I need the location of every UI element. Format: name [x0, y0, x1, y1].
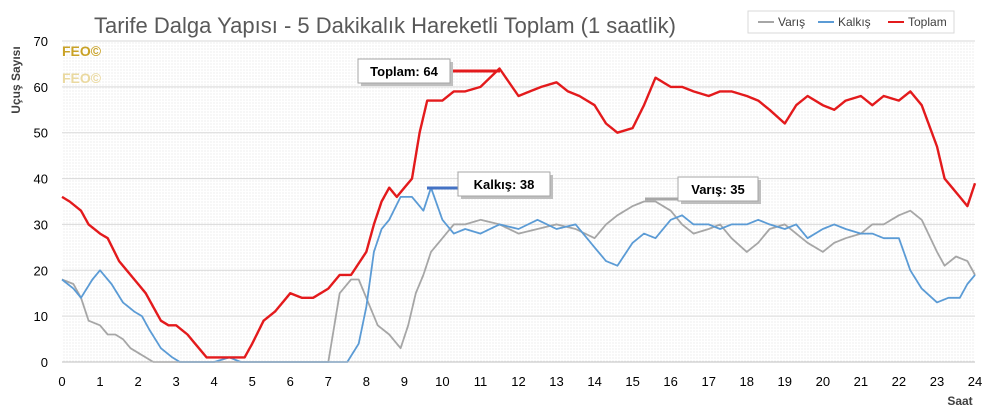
legend-label-1: Kalkış — [838, 15, 871, 29]
callout-label-2: Varış: 35 — [691, 182, 745, 197]
x-tick-label: 7 — [325, 374, 332, 389]
x-tick-label: 11 — [474, 374, 488, 389]
x-tick-label: 9 — [401, 374, 408, 389]
legend-box — [747, 10, 955, 34]
y-axis-title: Uçuş Sayısı — [9, 46, 23, 113]
x-tick-label: 14 — [587, 374, 601, 389]
x-tick-label: 20 — [816, 374, 830, 389]
series-line-2 — [61, 67, 977, 359]
chart-title: Tarife Dalga Yapısı - 5 Dakikalık Hareke… — [94, 13, 676, 38]
x-tick-label: 23 — [930, 374, 944, 389]
legend-label-0: Varış — [778, 15, 805, 29]
x-tick-label: 5 — [249, 374, 256, 389]
x-tick-label: 12 — [511, 374, 525, 389]
x-tick-label: 3 — [173, 374, 180, 389]
x-tick-label: 6 — [287, 374, 294, 389]
callout-label-1: Kalkış: 38 — [474, 177, 535, 192]
callout-box-1 — [457, 171, 551, 197]
series-line-1 — [61, 186, 976, 363]
x-tick-label: 13 — [549, 374, 563, 389]
x-tick-label: 8 — [363, 374, 370, 389]
x-tick-label: 17 — [701, 374, 715, 389]
x-tick-label: 10 — [435, 374, 449, 389]
y-tick-label: 40 — [34, 172, 48, 187]
y-tick-label: 10 — [34, 309, 48, 324]
callout-box-0 — [357, 58, 451, 84]
x-tick-label: 1 — [96, 374, 103, 389]
legend-label-2: Toplam — [908, 15, 947, 29]
callout-box-2 — [677, 176, 759, 202]
x-tick-label: 18 — [740, 374, 754, 389]
watermark-1: FEO© — [62, 43, 102, 59]
x-axis-title: Saat — [947, 394, 972, 408]
y-tick-label: 0 — [41, 355, 48, 370]
y-tick-label: 20 — [34, 263, 48, 278]
x-tick-label: 16 — [663, 374, 677, 389]
x-tick-label: 22 — [892, 374, 906, 389]
x-tick-label: 21 — [854, 374, 868, 389]
y-tick-label: 70 — [34, 34, 48, 49]
x-tick-label: 0 — [58, 374, 65, 389]
watermark-2: FEO© — [62, 70, 102, 86]
x-tick-label: 2 — [134, 374, 141, 389]
x-tick-label: 24 — [968, 374, 982, 389]
plot-area — [62, 41, 975, 362]
y-tick-label: 30 — [34, 217, 48, 232]
x-tick-label: 19 — [778, 374, 792, 389]
y-tick-label: 50 — [34, 126, 48, 141]
callout-label-0: Toplam: 64 — [370, 64, 438, 79]
x-tick-label: 4 — [211, 374, 218, 389]
y-tick-label: 60 — [34, 80, 48, 95]
x-tick-label: 15 — [625, 374, 639, 389]
